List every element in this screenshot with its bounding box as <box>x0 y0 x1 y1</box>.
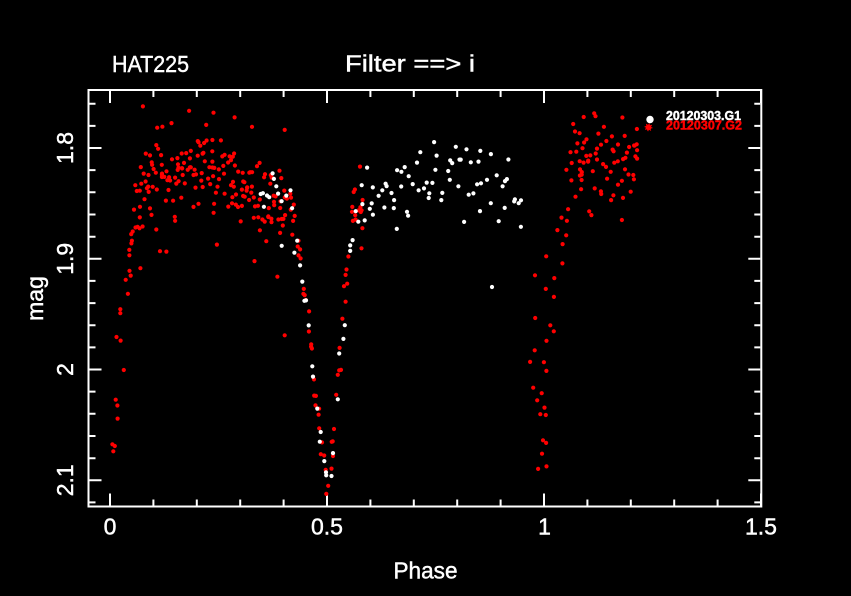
svg-text:2: 2 <box>52 363 78 376</box>
svg-text:1.5: 1.5 <box>745 514 777 540</box>
svg-text:20120307.G2: 20120307.G2 <box>666 119 742 133</box>
svg-text:HAT225: HAT225 <box>112 51 189 77</box>
svg-text:1.9: 1.9 <box>52 243 78 275</box>
svg-text:0.5: 0.5 <box>311 514 343 540</box>
svg-text:20120303.G1: 20120303.G1 <box>666 109 741 123</box>
svg-text:1.8: 1.8 <box>52 132 78 164</box>
svg-text:2.1: 2.1 <box>52 464 78 496</box>
svg-text:0: 0 <box>104 514 117 540</box>
svg-text:1: 1 <box>538 514 551 540</box>
svg-text:mag: mag <box>22 276 48 321</box>
svg-text:Phase: Phase <box>394 558 458 584</box>
svg-text:Filter ==> i: Filter ==> i <box>345 51 475 77</box>
